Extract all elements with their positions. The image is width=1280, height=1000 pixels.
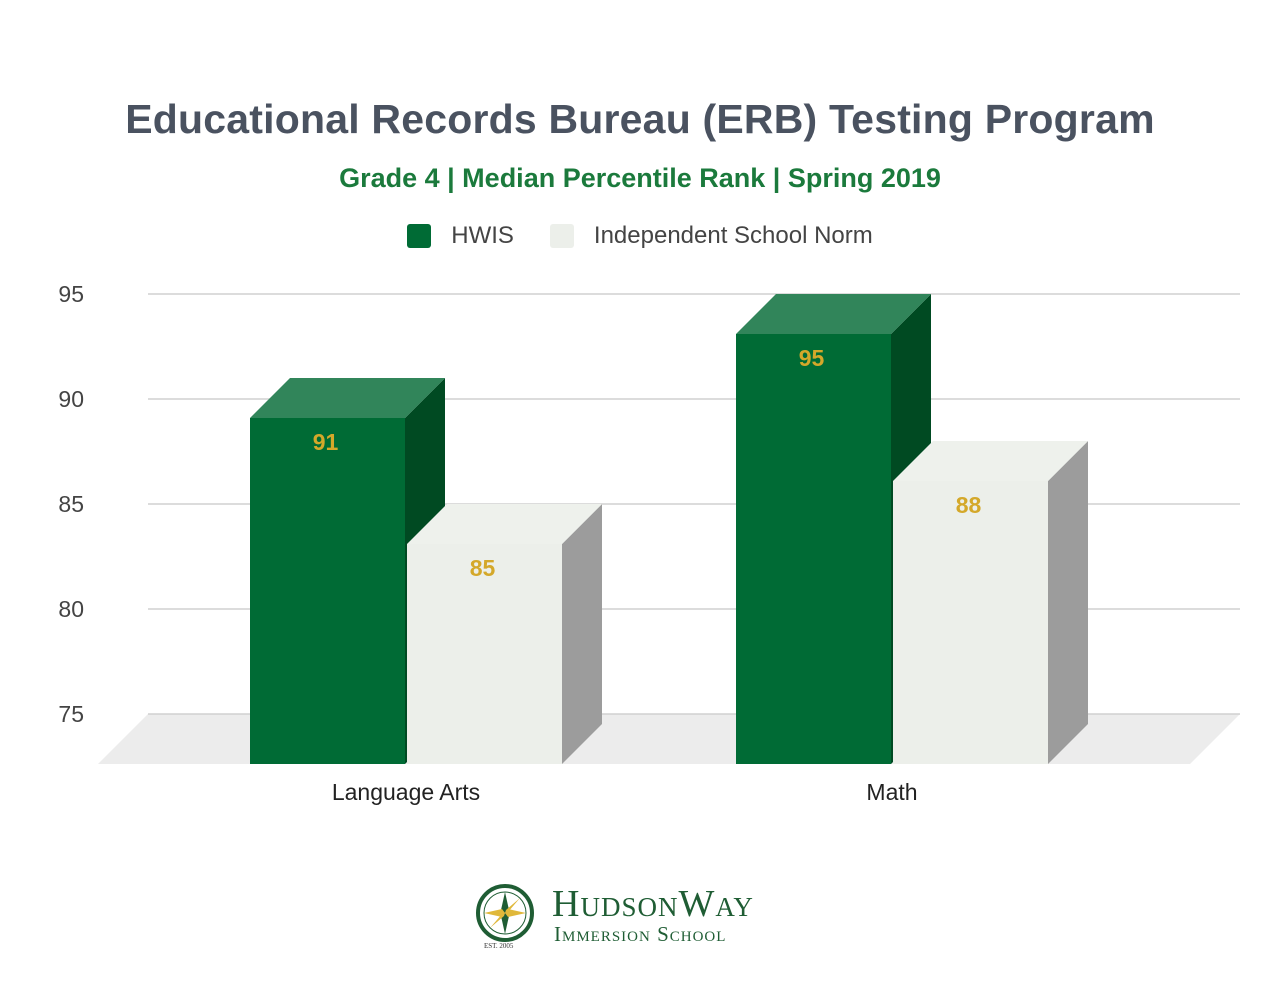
logo-subtitle: Immersion School (554, 922, 727, 946)
bar-top (407, 504, 602, 544)
logo-established: EST. 2005 (484, 942, 514, 950)
x-tick-label: Language Arts (332, 779, 480, 805)
logo-name: HudsonWay (552, 883, 754, 925)
y-tick-label: 85 (58, 491, 84, 517)
y-tick-label: 95 (58, 281, 84, 307)
legend-swatch-norm (549, 224, 574, 248)
legend: HWIS Independent School Norm (0, 222, 1280, 250)
bar (250, 418, 405, 764)
chart-subtitle: Grade 4 | Median Percentile Rank | Sprin… (339, 163, 941, 193)
bar-top (893, 441, 1088, 481)
legend-item-hwis[interactable]: HWIS (407, 222, 514, 250)
data-label: 88 (956, 492, 982, 518)
bar (893, 481, 1048, 764)
chart-title: Educational Records Bureau (ERB) Testing… (125, 96, 1155, 142)
legend-label-hwis: HWIS (451, 222, 514, 249)
legend-item-norm[interactable]: Independent School Norm (549, 222, 873, 250)
bar-top (736, 294, 931, 334)
compass-icon (476, 884, 534, 942)
bar-side (562, 504, 602, 764)
legend-label-norm: Independent School Norm (593, 222, 873, 249)
bar-side (1048, 441, 1088, 764)
bar (736, 334, 891, 764)
data-label: 95 (799, 345, 825, 371)
chart-plot: 95 90 85 80 75 91 85 Language Arts 95 88 Math (58, 281, 1240, 805)
school-logo: EST. 2005 HudsonWay Immersion School (472, 880, 812, 952)
data-label: 91 (313, 429, 339, 455)
y-tick-label: 90 (58, 386, 84, 412)
bar (407, 544, 562, 764)
x-tick-label: Math (866, 779, 917, 805)
y-tick-label: 75 (58, 701, 84, 727)
data-label: 85 (470, 555, 496, 581)
y-tick-label: 80 (58, 596, 84, 622)
bar-top (250, 378, 445, 418)
legend-swatch-hwis (407, 224, 432, 248)
